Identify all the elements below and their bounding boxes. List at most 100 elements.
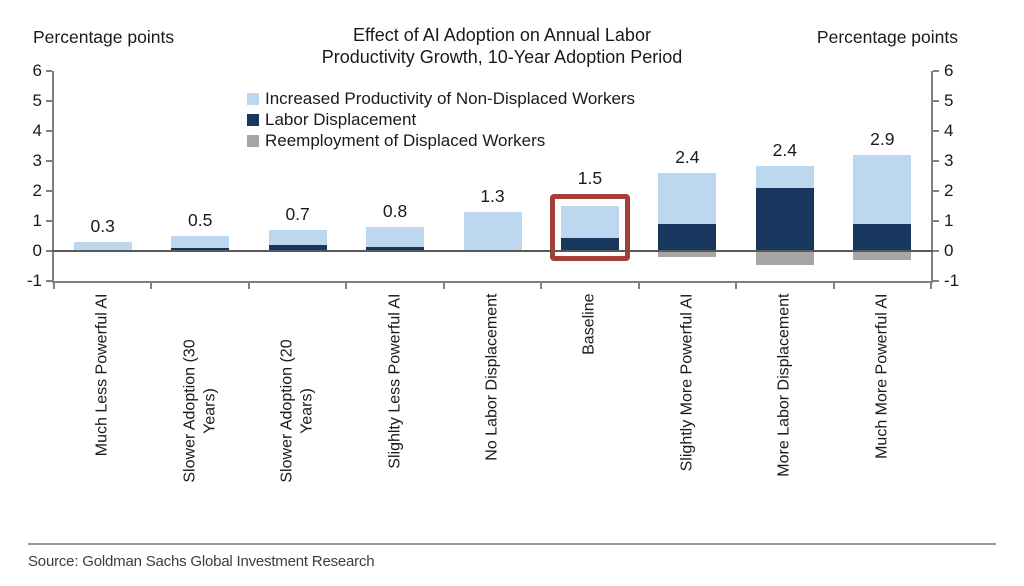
y-tick-right [933, 160, 939, 162]
y-tick-label-left: 5 [32, 91, 42, 110]
bar-total-label: 0.3 [90, 216, 115, 236]
y-tick-left [46, 280, 52, 282]
legend-label: Increased Productivity of Non-Displaced … [265, 88, 636, 108]
y-tick-label-left: 0 [32, 241, 42, 260]
bar-total-label: 0.7 [285, 204, 310, 224]
category-tick [832, 281, 835, 289]
category-label: Slower Adoption (20 Years) [278, 338, 316, 483]
y-tick-label-right: 5 [944, 91, 954, 110]
y-axis-line-left [52, 71, 54, 283]
bar-total-label: 2.4 [772, 139, 797, 160]
category-label: Slower Adoption (30 Years) [181, 338, 219, 483]
y-tick-right [933, 250, 939, 252]
category-tick [53, 281, 55, 289]
bar-segment [560, 206, 619, 238]
y-tick-left [46, 220, 52, 222]
category-tick [345, 281, 348, 289]
legend-item: Increased Productivity of Non-Displaced … [247, 88, 635, 109]
y-tick-right [933, 190, 939, 192]
y-tick-label-left: 2 [32, 181, 42, 200]
bar-segment [755, 251, 814, 265]
y-tick-label-right: 2 [944, 181, 954, 200]
y-tick-right [933, 100, 939, 102]
category-label: More Labor Displacement [775, 293, 793, 477]
y-tick-label-left: 6 [32, 61, 42, 80]
bar-segment [268, 230, 327, 245]
category-label: Slighlty Less Powerful AI [386, 293, 404, 469]
y-tick-right [933, 70, 939, 72]
zero-line [52, 250, 933, 252]
source-note: Source: Goldman Sachs Global Investment … [28, 553, 375, 570]
bar-segment [268, 245, 327, 251]
category-tick [540, 281, 543, 289]
x-axis-line [52, 281, 933, 283]
bar-segment [658, 251, 717, 257]
y-tick-left [46, 160, 52, 162]
bar-total-label: 2.9 [870, 129, 895, 149]
bar-segment [171, 248, 230, 251]
legend-swatch-icon [247, 113, 259, 126]
legend-label: Labor Displacement [265, 109, 417, 129]
y-tick-right [933, 280, 939, 282]
legend-item: Labor Displacement [247, 109, 635, 130]
bar-total-label: 2.4 [675, 147, 700, 167]
y-tick-left [46, 250, 52, 252]
legend-swatch-icon [247, 134, 259, 147]
category-label: No Labor Displacement [483, 293, 501, 461]
y-tick-label-left: 1 [32, 211, 42, 230]
category-label: Slightly More Powerful AI [678, 293, 696, 471]
legend-label: Reemployment of Displaced Workers [265, 130, 546, 150]
category-tick [735, 281, 738, 289]
legend: Increased Productivity of Non-Displaced … [247, 88, 635, 151]
bar-total-label: 0.8 [382, 201, 408, 221]
bar-segment [560, 237, 619, 251]
legend-item: Reemployment of Displaced Workers [247, 130, 635, 151]
category-label: Much More Powerful AI [873, 293, 891, 459]
category-tick [442, 281, 445, 289]
y-tick-label-left: -1 [26, 271, 42, 290]
y-tick-left [46, 130, 52, 132]
y-tick-label-right: 0 [944, 241, 954, 260]
category-label: Baseline [580, 293, 598, 355]
y-tick-right [933, 220, 939, 222]
source-divider [28, 543, 996, 545]
bar-segment [463, 212, 522, 251]
y-tick-label-right: 6 [944, 61, 954, 80]
bar-segment [171, 236, 230, 248]
y-tick-left [46, 100, 52, 102]
y-tick-right [933, 130, 939, 132]
category-tick [247, 281, 250, 289]
y-tick-left [46, 190, 52, 192]
y-tick-label-left: 3 [32, 151, 42, 170]
y-axis-line-right [931, 71, 933, 283]
y-tick-label-right: 1 [944, 211, 954, 230]
bar-segment [366, 246, 425, 251]
bar-segment [658, 224, 717, 251]
baseline-highlight-box [549, 194, 630, 261]
category-label: Much Less Powerful AI [93, 293, 111, 456]
bar-segment [853, 251, 912, 260]
bar-total-label: 1.3 [480, 186, 505, 206]
bar-segment [658, 173, 717, 224]
chart-title: Effect of AI Adoption on Annual Labor Pr… [321, 25, 683, 67]
bar-segment [755, 165, 814, 188]
category-tick [637, 281, 640, 289]
bar-total-label: 0.5 [187, 210, 213, 230]
legend-swatch-icon [247, 92, 259, 105]
axis-title-right: Percentage points [816, 27, 958, 47]
y-tick-label-right: 4 [944, 121, 954, 140]
y-tick-label-right: -1 [944, 271, 960, 290]
bar-segment [853, 224, 912, 251]
plot-area: 6 6 5 5 4 4 3 3 2 2 1 1 0 0 -1 -1 0.3 Much Less Powerful … [26, 61, 960, 483]
category-tick [150, 281, 153, 289]
y-tick-label-right: 3 [944, 151, 954, 170]
y-tick-label-left: 4 [32, 121, 42, 140]
axis-title-left: Percentage points [33, 27, 175, 47]
bar-segment [73, 242, 132, 251]
bar-total-label: 1.5 [577, 168, 603, 188]
bar-segment [366, 227, 425, 247]
category-tick [930, 281, 932, 289]
bar-segment [755, 188, 814, 251]
y-tick-left [46, 70, 52, 72]
